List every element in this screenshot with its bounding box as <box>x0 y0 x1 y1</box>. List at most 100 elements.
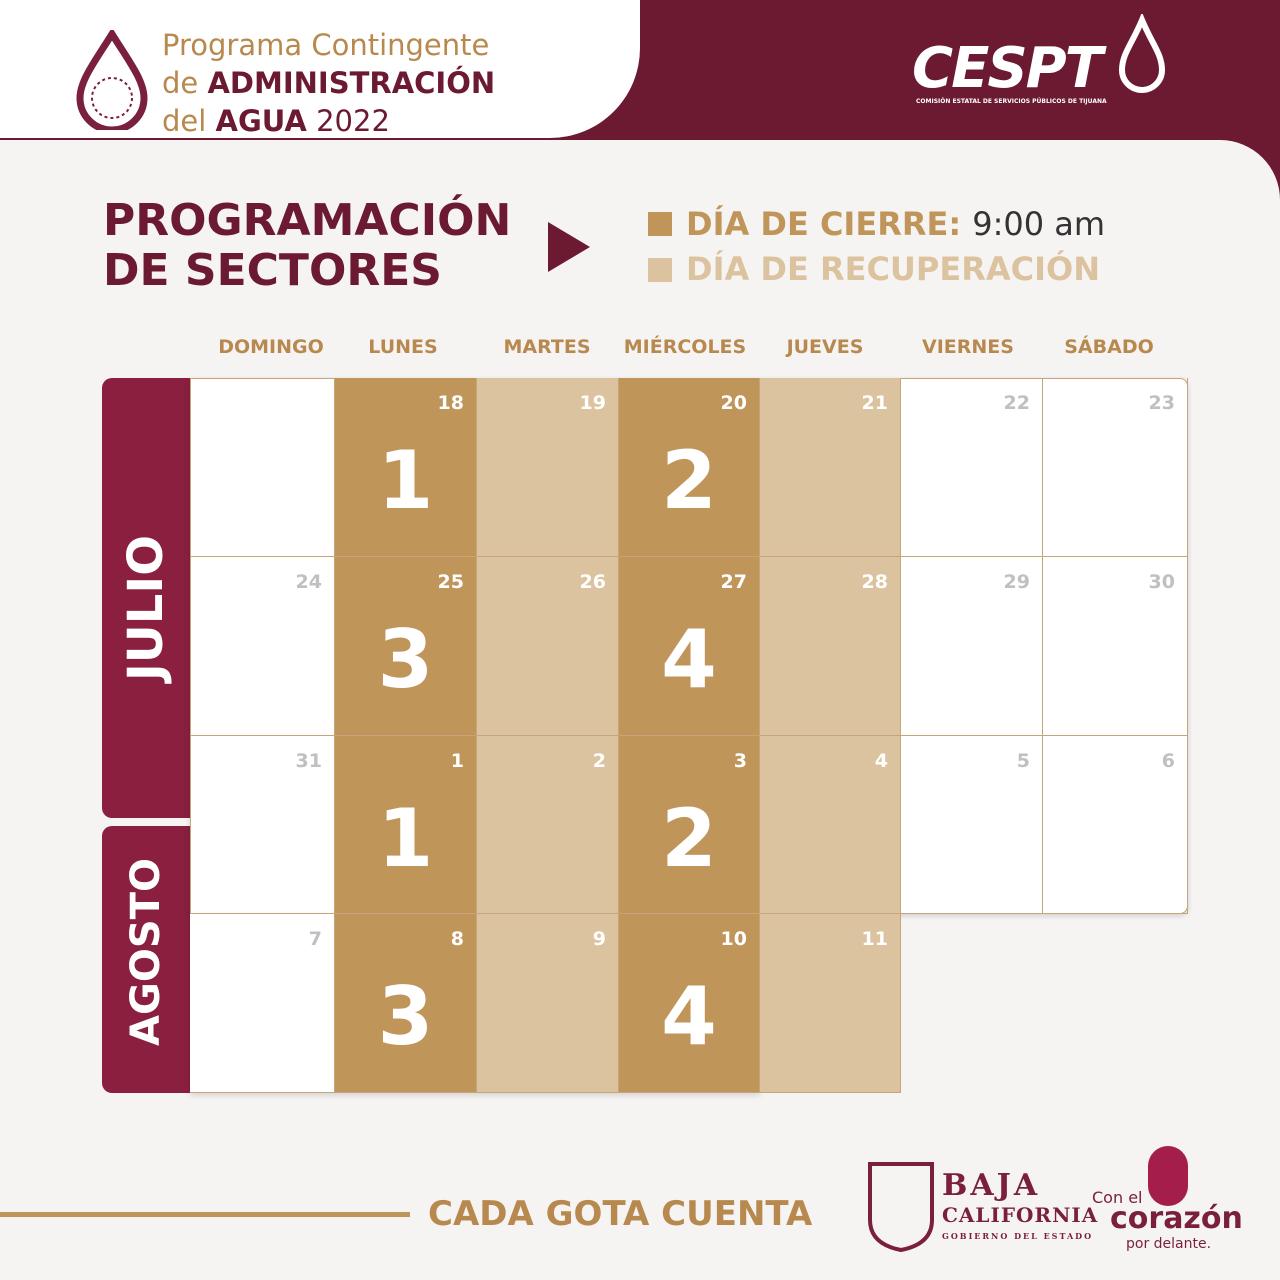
day-number: 19 <box>579 392 606 414</box>
header-title: Programa Contingente de ADMINISTRACIÓN d… <box>162 26 495 140</box>
calendar-cell: 26 <box>477 557 619 736</box>
day-number: 25 <box>437 571 464 593</box>
text: BAJA <box>942 1168 1041 1203</box>
text: DÍA DE CIERRE: <box>686 205 962 243</box>
month-label: JULIO <box>118 534 174 682</box>
sector-number: 1 <box>377 792 434 885</box>
calendar-cell: 7 <box>190 914 335 1093</box>
text: PROGRAMACIÓN <box>103 195 512 246</box>
calendar-cell: 21 <box>760 378 901 557</box>
day-number: 24 <box>295 571 322 593</box>
sector-number: 3 <box>377 613 434 706</box>
month-bar <box>102 378 190 818</box>
arrow <box>548 222 590 272</box>
day-number: 23 <box>1148 392 1175 414</box>
logo-drop <box>1118 14 1166 93</box>
day-number: 21 <box>861 392 888 414</box>
section-title: PROGRAMACIÓN DE SECTORES <box>103 196 511 296</box>
day-number: 1 <box>450 750 464 772</box>
weekday-label: MARTES <box>503 336 591 358</box>
day-number: 8 <box>450 928 464 950</box>
day-number: 11 <box>861 928 888 950</box>
day-number: 6 <box>1161 750 1175 772</box>
calendar-cell: 29 <box>901 557 1043 736</box>
sector-number: 3 <box>377 970 434 1063</box>
text: AGUA <box>215 104 307 138</box>
calendar-cell: 2 <box>477 736 619 914</box>
text: por delante. <box>1126 1236 1212 1252</box>
drop-icon <box>76 30 148 130</box>
state-logo: BAJA CALIFORNIA GOBIERNO DEL ESTADO <box>942 1168 1098 1241</box>
motto-shape <box>1148 1146 1188 1206</box>
weekday-label: JUEVES <box>786 336 864 358</box>
logo-subtitle: COMISIÓN ESTATAL DE SERVICIOS PÚBLICOS D… <box>916 98 1107 105</box>
day-number: 30 <box>1148 571 1175 593</box>
text: GOBIERNO DEL ESTADO <box>942 1231 1094 1241</box>
day-number: 4 <box>874 750 888 772</box>
day-number: 22 <box>1003 392 1030 414</box>
weekday-label: SÁBADO <box>1064 336 1154 358</box>
weekday-label: DOMINGO <box>218 336 324 358</box>
motto: Con el corazón por delante. <box>1092 1188 1243 1252</box>
calendar-cell: 24 <box>190 557 335 736</box>
legend-swatch <box>648 212 672 236</box>
calendar-cell: 30 <box>1043 557 1188 736</box>
footer-line <box>0 1212 410 1217</box>
header-line: del AGUA 2022 <box>162 102 495 140</box>
legend-item: DÍA DE RECUPERACIÓN <box>686 250 1100 288</box>
weekday-label: LUNES <box>368 336 438 358</box>
calendar-cell: 6 <box>1043 736 1188 914</box>
header-line: de ADMINISTRACIÓN <box>162 64 495 102</box>
text: de <box>162 66 199 100</box>
month-bar <box>102 826 190 1093</box>
calendar-cell: 31 <box>190 736 335 914</box>
calendar-cell <box>190 378 335 557</box>
text: DE SECTORES <box>103 245 442 296</box>
calendar-cell: 9 <box>477 914 619 1093</box>
sector-number: 4 <box>661 970 717 1063</box>
sector-number: 2 <box>661 434 717 527</box>
header-panel <box>0 0 640 138</box>
sector-number: 4 <box>661 613 717 706</box>
slogan: CADA GOTA CUENTA <box>428 1194 813 1234</box>
text: ADMINISTRACIÓN <box>207 66 496 100</box>
calendar-cell: 22 <box>901 378 1043 557</box>
sector-number: 1 <box>377 434 434 527</box>
sector-number: 2 <box>661 792 717 885</box>
calendar-cell: 27 4 <box>619 557 760 736</box>
day-number: 18 <box>437 392 464 414</box>
calendar-cell: 18 1 <box>335 378 477 557</box>
day-number: 9 <box>592 928 606 950</box>
calendar-cell: 11 <box>760 914 901 1093</box>
day-number: 3 <box>733 750 747 772</box>
header-line: Programa Contingente <box>162 28 490 62</box>
text: Con el <box>1092 1188 1143 1207</box>
state-shield <box>868 1162 934 1252</box>
day-number: 10 <box>720 928 747 950</box>
calendar-cell: 4 <box>760 736 901 914</box>
text: CALIFORNIA <box>942 1203 1099 1227</box>
day-number: 5 <box>1016 750 1030 772</box>
logo-name: CESPT <box>912 36 1103 101</box>
calendar-cell: 20 2 <box>619 378 760 557</box>
day-number: 20 <box>720 392 747 414</box>
day-number: 31 <box>295 750 322 772</box>
calendar-cell: 10 4 <box>619 914 760 1093</box>
calendar-cell: 19 <box>477 378 619 557</box>
month-label: AGOSTO <box>123 858 169 1046</box>
day-number: 26 <box>579 571 606 593</box>
text: 2022 <box>316 104 390 138</box>
legend-swatch <box>648 258 672 282</box>
weekday-label: MIÉRCOLES <box>623 336 747 358</box>
day-number: 28 <box>861 571 888 593</box>
day-number: 2 <box>592 750 606 772</box>
calendar-cell: 5 <box>901 736 1043 914</box>
text: corazón <box>1110 1201 1243 1236</box>
calendar-cell: 23 <box>1043 378 1188 557</box>
text: del <box>162 104 207 138</box>
calendar-cell: 25 3 <box>335 557 477 736</box>
